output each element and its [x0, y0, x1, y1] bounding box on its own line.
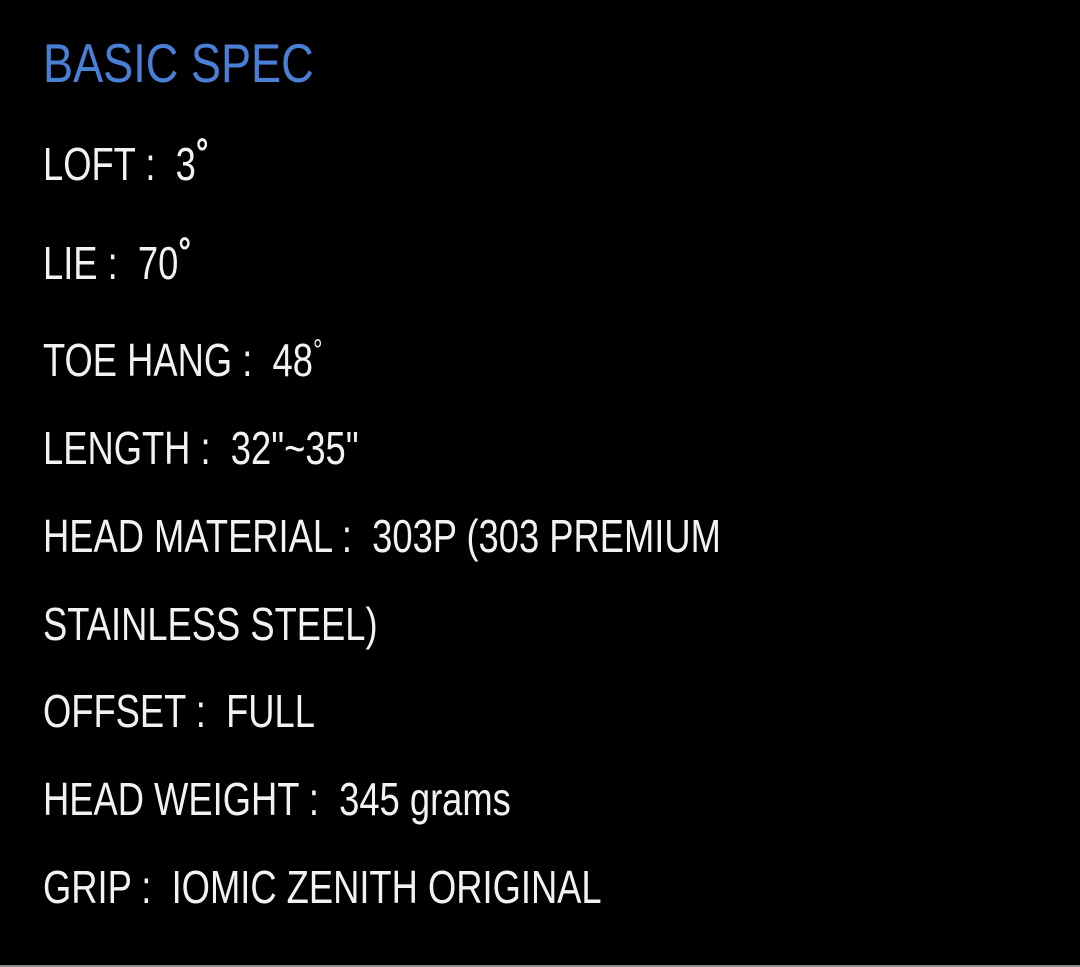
spec-value: 303P (303 PREMIUM STAINLESS STEEL)	[43, 509, 731, 650]
spec-lie: LIE : 70°	[43, 209, 801, 308]
spec-list: LOFT : 3° LIE : 70° TOE HANG : 48° LENGT…	[43, 110, 801, 931]
degree-symbol: °	[178, 229, 192, 274]
spec-length: LENGTH : 32"~35"	[43, 405, 801, 493]
spec-label: HEAD WEIGHT :	[43, 772, 340, 825]
spec-label: GRIP :	[43, 860, 172, 913]
section-title: BASIC SPEC	[43, 32, 314, 94]
degree-symbol: °	[195, 131, 209, 175]
spec-offset: OFFSET : FULL	[43, 668, 801, 756]
spec-value: 3	[175, 138, 196, 190]
spec-label: LENGTH :	[43, 422, 231, 475]
spec-value: IOMIC ZENITH ORIGINAL	[171, 860, 602, 913]
spec-value: 32"~35"	[230, 422, 359, 475]
spec-label: LOFT :	[43, 138, 176, 190]
spec-loft: LOFT : 3°	[43, 110, 801, 209]
spec-value: 70	[137, 236, 179, 289]
spec-head-weight: HEAD WEIGHT : 345 grams	[43, 756, 801, 844]
bottom-divider	[0, 965, 1080, 967]
spec-grip: GRIP : IOMIC ZENITH ORIGINAL	[43, 844, 801, 932]
spec-toe-hang: TOE HANG : 48°	[43, 307, 801, 405]
spec-value: 345 grams	[339, 772, 511, 825]
spec-head-material: HEAD MATERIAL : 303P (303 PREMIUM STAINL…	[43, 493, 801, 668]
spec-label: HEAD MATERIAL :	[43, 509, 373, 562]
degree-symbol: °	[312, 334, 323, 368]
spec-label: LIE :	[43, 236, 138, 289]
spec-label: TOE HANG :	[43, 334, 273, 387]
spec-label: OFFSET :	[43, 685, 227, 738]
spec-value: FULL	[226, 685, 315, 738]
spec-value: 48	[272, 334, 313, 387]
